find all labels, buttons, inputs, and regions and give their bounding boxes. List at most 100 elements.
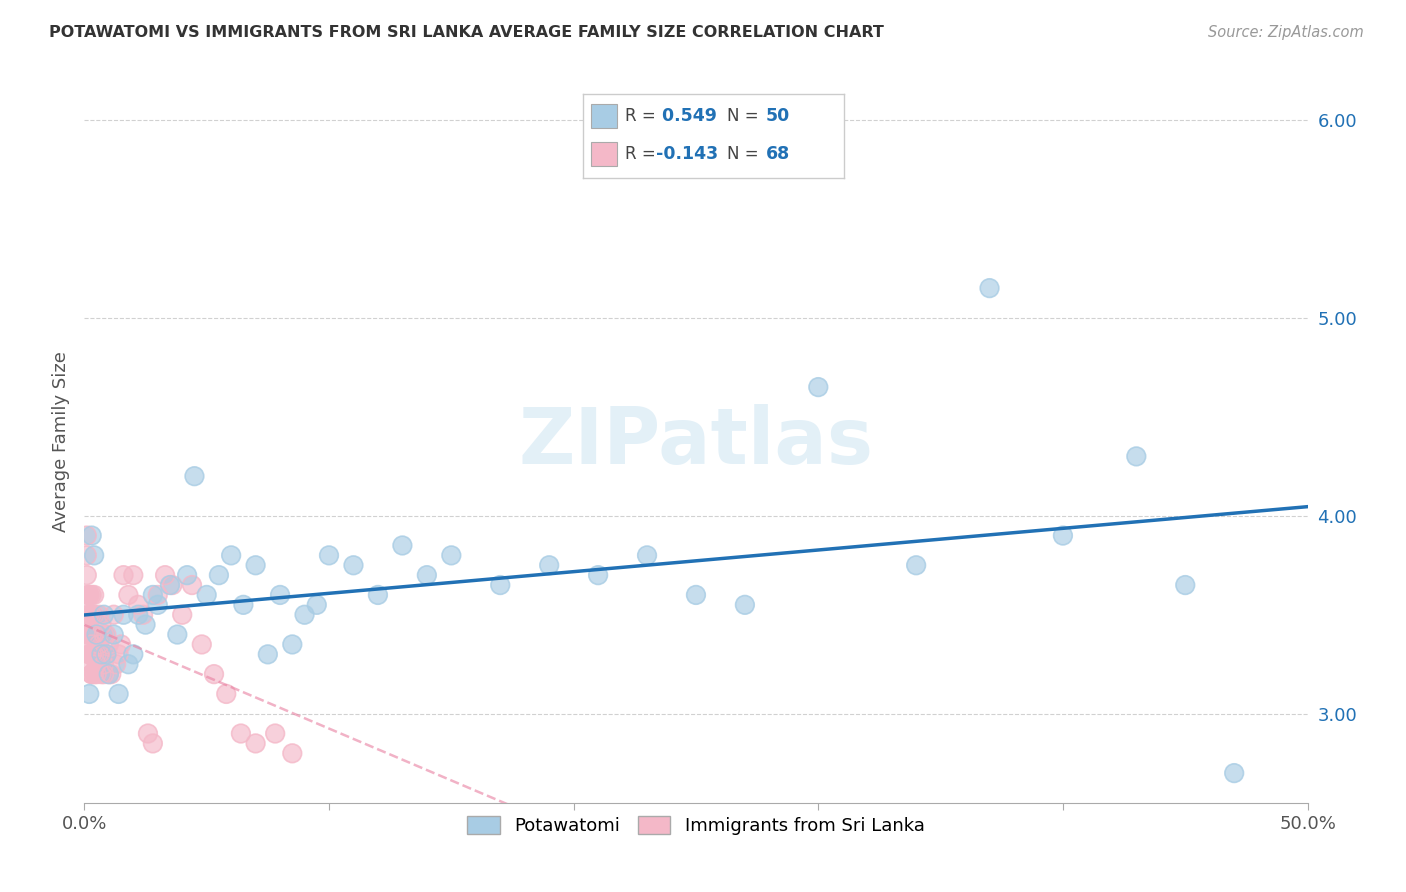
Point xyxy=(77,648,100,662)
Point xyxy=(80,648,103,662)
Point xyxy=(100,667,122,681)
Point xyxy=(117,657,139,672)
Point xyxy=(191,637,214,651)
Text: POTAWATOMI VS IMMIGRANTS FROM SRI LANKA AVERAGE FAMILY SIZE CORRELATION CHART: POTAWATOMI VS IMMIGRANTS FROM SRI LANKA … xyxy=(49,25,884,40)
Point xyxy=(294,607,316,622)
Point xyxy=(90,648,112,662)
Text: R =: R = xyxy=(626,107,661,125)
Point xyxy=(80,648,103,662)
Point xyxy=(112,568,135,582)
Point xyxy=(107,687,129,701)
Point xyxy=(166,627,188,641)
Point xyxy=(76,528,98,542)
Point xyxy=(76,528,98,542)
Point xyxy=(80,667,103,681)
Point xyxy=(80,657,103,672)
Point xyxy=(97,667,120,681)
Point xyxy=(172,607,194,622)
Point xyxy=(202,667,225,681)
Point xyxy=(77,687,100,701)
Point xyxy=(86,627,108,641)
Point xyxy=(90,648,112,662)
Point xyxy=(195,588,218,602)
Point xyxy=(77,607,100,622)
Point xyxy=(440,549,463,563)
Point xyxy=(76,568,98,582)
Point xyxy=(229,726,252,740)
Point xyxy=(905,558,928,573)
Point xyxy=(96,648,118,662)
Point xyxy=(538,558,561,573)
Point xyxy=(76,588,98,602)
Text: N =: N = xyxy=(727,145,763,163)
Point xyxy=(1174,578,1197,592)
Point xyxy=(93,627,115,641)
Point xyxy=(685,588,707,602)
Point xyxy=(264,726,287,740)
Point xyxy=(1125,450,1147,464)
Point xyxy=(90,667,112,681)
Point xyxy=(191,637,214,651)
Point xyxy=(269,588,291,602)
Point xyxy=(416,568,439,582)
Point xyxy=(122,568,145,582)
Point xyxy=(87,607,110,622)
Point xyxy=(86,657,108,672)
Point xyxy=(76,549,98,563)
Point xyxy=(208,568,231,582)
Point xyxy=(281,637,304,651)
Point xyxy=(77,588,100,602)
Point xyxy=(391,539,413,553)
Point xyxy=(87,607,110,622)
Point xyxy=(318,549,340,563)
Point xyxy=(136,726,159,740)
Point xyxy=(86,648,108,662)
Point xyxy=(122,648,145,662)
Point xyxy=(77,588,100,602)
Point xyxy=(132,607,155,622)
Point xyxy=(87,637,110,651)
Point xyxy=(86,667,108,681)
Point xyxy=(96,627,118,641)
Point xyxy=(142,588,165,602)
Point xyxy=(367,588,389,602)
Point xyxy=(76,588,98,602)
Point xyxy=(281,637,304,651)
Point xyxy=(807,380,830,394)
Point xyxy=(97,637,120,651)
Point xyxy=(83,588,105,602)
Point xyxy=(135,617,157,632)
Point xyxy=(342,558,364,573)
Point xyxy=(83,549,105,563)
Point xyxy=(90,617,112,632)
Point xyxy=(219,549,242,563)
Point xyxy=(80,528,103,542)
Point xyxy=(146,598,169,612)
Point xyxy=(90,648,112,662)
Point xyxy=(80,637,103,651)
Point xyxy=(586,568,609,582)
Point xyxy=(105,657,128,672)
Point xyxy=(1223,766,1246,780)
Point xyxy=(305,598,328,612)
Point xyxy=(342,558,364,573)
Point xyxy=(80,667,103,681)
Point xyxy=(83,627,105,641)
Point xyxy=(1052,528,1074,542)
Point xyxy=(93,607,115,622)
Point xyxy=(110,637,132,651)
Point xyxy=(90,617,112,632)
Point xyxy=(103,627,125,641)
Point xyxy=(80,627,103,641)
Point xyxy=(80,667,103,681)
Point xyxy=(489,578,512,592)
Point xyxy=(269,588,291,602)
Point xyxy=(83,549,105,563)
Point xyxy=(86,627,108,641)
Point xyxy=(83,607,105,622)
Point xyxy=(538,558,561,573)
FancyBboxPatch shape xyxy=(592,142,617,166)
Point xyxy=(87,637,110,651)
Point xyxy=(77,627,100,641)
Point xyxy=(76,607,98,622)
